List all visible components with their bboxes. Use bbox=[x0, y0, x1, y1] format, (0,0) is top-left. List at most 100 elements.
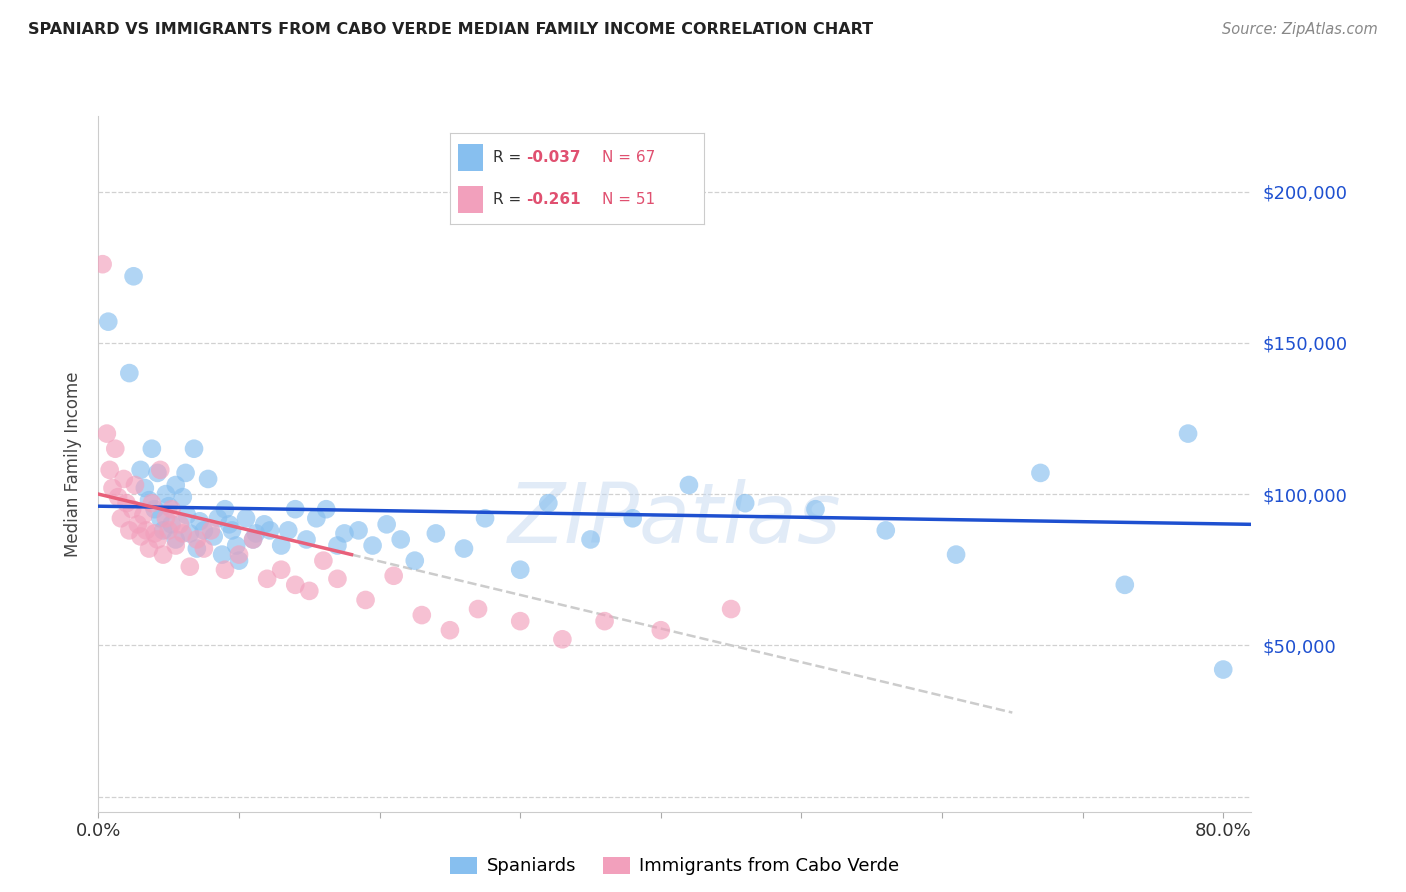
Point bbox=[1114, 578, 1136, 592]
Point bbox=[165, 478, 187, 492]
Point bbox=[312, 554, 335, 568]
Point bbox=[112, 472, 135, 486]
Point bbox=[551, 632, 574, 647]
Point bbox=[146, 466, 169, 480]
Point bbox=[621, 511, 644, 525]
Point bbox=[305, 511, 328, 525]
Point bbox=[1029, 466, 1052, 480]
Point bbox=[537, 496, 560, 510]
Point bbox=[207, 511, 229, 525]
Point bbox=[135, 524, 157, 538]
Point bbox=[179, 559, 201, 574]
Point bbox=[509, 614, 531, 628]
Point bbox=[165, 533, 187, 547]
Point bbox=[118, 524, 141, 538]
Point bbox=[347, 524, 370, 538]
Point bbox=[242, 533, 264, 547]
Point bbox=[284, 502, 307, 516]
Point bbox=[242, 533, 264, 547]
Point bbox=[98, 463, 121, 477]
Point bbox=[326, 572, 349, 586]
Point bbox=[593, 614, 616, 628]
Point bbox=[97, 315, 120, 329]
Point bbox=[101, 481, 124, 495]
Point bbox=[188, 514, 211, 528]
Point bbox=[141, 442, 163, 456]
Point bbox=[382, 568, 405, 582]
Point bbox=[284, 578, 307, 592]
Point bbox=[404, 554, 426, 568]
Point bbox=[277, 524, 299, 538]
Point bbox=[179, 526, 201, 541]
Y-axis label: Median Family Income: Median Family Income bbox=[65, 371, 83, 557]
Point bbox=[945, 548, 967, 562]
Point bbox=[315, 502, 337, 516]
Point bbox=[253, 517, 276, 532]
Legend: Spaniards, Immigrants from Cabo Verde: Spaniards, Immigrants from Cabo Verde bbox=[443, 849, 907, 883]
Point bbox=[110, 511, 132, 525]
Point bbox=[200, 524, 222, 538]
Point bbox=[183, 442, 205, 456]
Point bbox=[650, 624, 672, 638]
Point bbox=[172, 490, 194, 504]
Point bbox=[104, 442, 127, 456]
Point bbox=[155, 487, 177, 501]
Point bbox=[298, 583, 321, 598]
Point bbox=[197, 472, 219, 486]
Text: SPANIARD VS IMMIGRANTS FROM CABO VERDE MEDIAN FAMILY INCOME CORRELATION CHART: SPANIARD VS IMMIGRANTS FROM CABO VERDE M… bbox=[28, 22, 873, 37]
Point bbox=[134, 481, 156, 495]
Point bbox=[118, 366, 141, 380]
Point bbox=[270, 539, 292, 553]
Point bbox=[165, 539, 187, 553]
Point bbox=[149, 511, 172, 525]
Point bbox=[160, 502, 183, 516]
Point bbox=[143, 526, 166, 541]
Point bbox=[245, 526, 267, 541]
Point bbox=[389, 533, 412, 547]
Point bbox=[225, 539, 247, 553]
Point bbox=[1177, 426, 1199, 441]
Point bbox=[228, 554, 250, 568]
Point bbox=[235, 511, 257, 525]
Point bbox=[143, 502, 166, 516]
Point bbox=[720, 602, 742, 616]
Point bbox=[218, 517, 240, 532]
Point bbox=[157, 524, 180, 538]
Point bbox=[228, 548, 250, 562]
Point bbox=[129, 529, 152, 543]
Point bbox=[678, 478, 700, 492]
Point bbox=[214, 502, 236, 516]
Bar bbox=[458, 186, 484, 213]
Point bbox=[439, 624, 461, 638]
Point bbox=[132, 508, 155, 523]
Point bbox=[375, 517, 398, 532]
Point bbox=[176, 508, 198, 523]
Point bbox=[259, 524, 281, 538]
Point bbox=[121, 502, 143, 516]
Point bbox=[333, 526, 356, 541]
Point bbox=[411, 608, 433, 623]
Point bbox=[149, 463, 172, 477]
Point bbox=[361, 539, 384, 553]
Text: R =: R = bbox=[494, 150, 526, 165]
Point bbox=[425, 526, 447, 541]
Point bbox=[152, 524, 174, 538]
Point bbox=[157, 499, 180, 513]
Point bbox=[326, 539, 349, 553]
Point bbox=[152, 548, 174, 562]
Point bbox=[467, 602, 489, 616]
Point bbox=[509, 563, 531, 577]
Point bbox=[734, 496, 756, 510]
Text: Source: ZipAtlas.com: Source: ZipAtlas.com bbox=[1222, 22, 1378, 37]
Point bbox=[804, 502, 827, 516]
Point bbox=[186, 541, 208, 556]
Text: ZIPatlas: ZIPatlas bbox=[508, 479, 842, 560]
Point bbox=[172, 526, 194, 541]
Point bbox=[107, 490, 129, 504]
Point bbox=[127, 517, 149, 532]
Text: -0.037: -0.037 bbox=[526, 150, 581, 165]
Point bbox=[138, 493, 160, 508]
Point bbox=[169, 517, 191, 532]
Point bbox=[115, 496, 138, 510]
Point bbox=[1212, 663, 1234, 677]
